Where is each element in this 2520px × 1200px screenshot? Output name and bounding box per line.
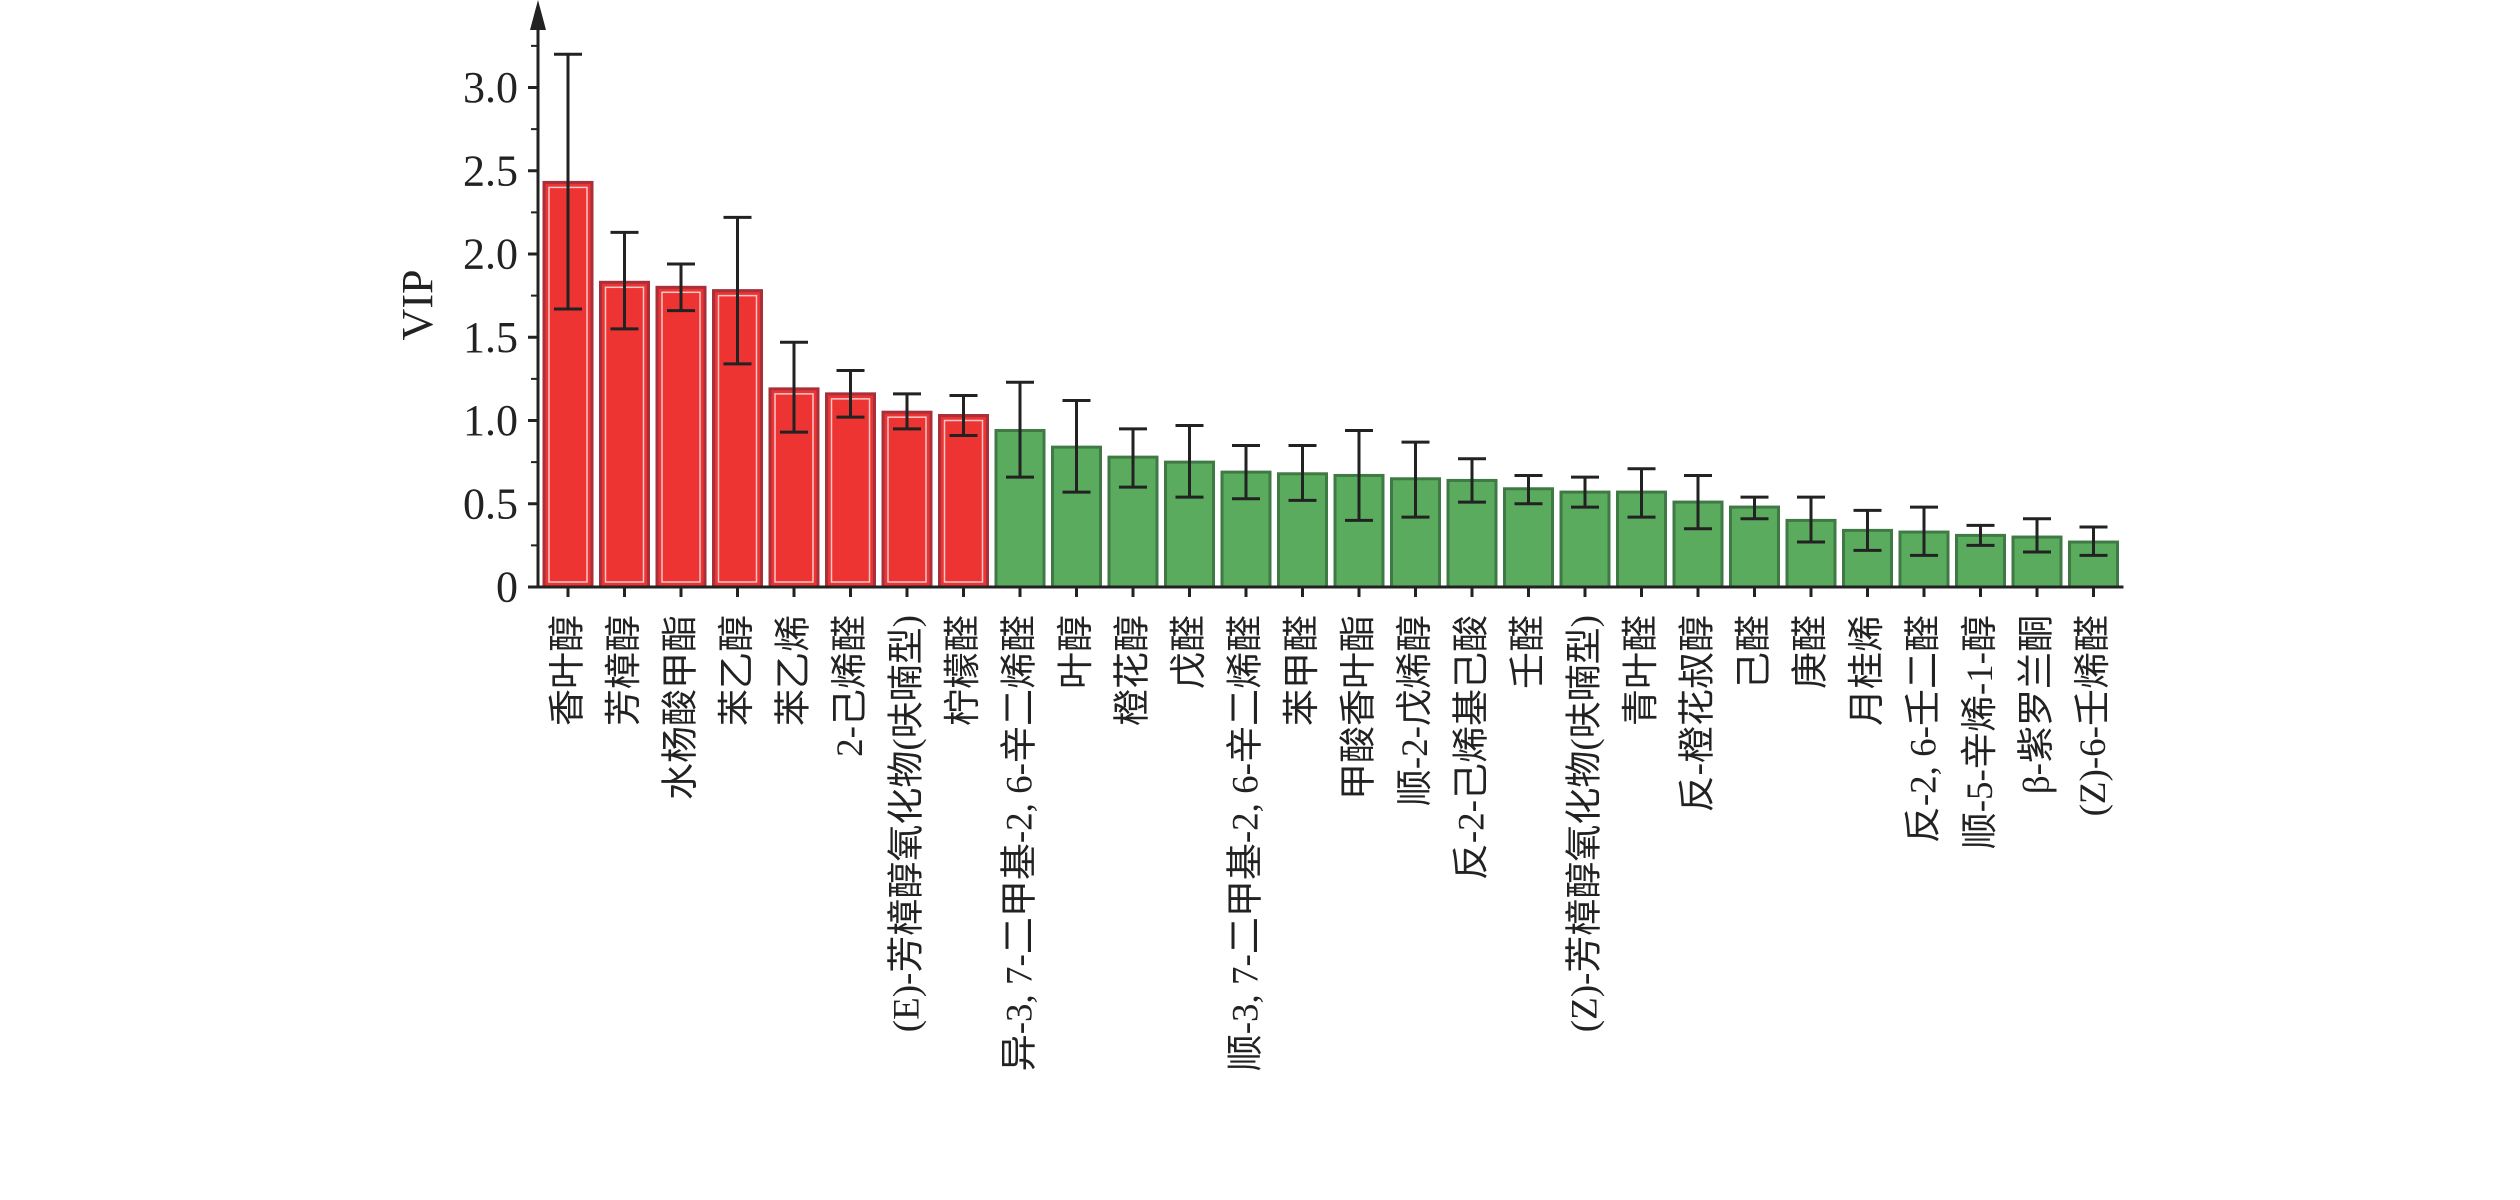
x-tick-label: 甲酸香叶酯 <box>1339 615 1380 800</box>
x-tick-label: 反-2-己烯基己酸 <box>1452 615 1493 880</box>
y-tick-label: 2.0 <box>463 230 518 279</box>
x-tick-label: 顺-3, 7-二甲基-2, 6-辛二烯醛 <box>1225 615 1267 1071</box>
bar <box>938 414 989 589</box>
x-tick-label: 芳樟醇 <box>603 615 645 726</box>
x-tick-label: 橙花醇 <box>1112 615 1154 726</box>
x-tick-label: 青叶醛 <box>1621 615 1662 726</box>
x-tick-label: 顺-5-辛烯-1-醇 <box>1959 615 2001 849</box>
x-tick-label: 苯乙烯 <box>774 615 815 726</box>
y-tick-label: 2.5 <box>463 146 518 195</box>
bar <box>881 410 933 589</box>
x-category-labels: 香叶醇 芳樟醇 水杨酸甲酯 苯乙醇 苯乙烯 2-己烯醛 (E)-芳樟醇氧化物(呋喃型) 柠檬醛… <box>547 615 2115 1071</box>
x-tick-label: 异-3, 7-二甲基-2, 6-辛二烯醛 <box>999 615 1041 1071</box>
bar <box>825 392 876 589</box>
y-tick-labels: 0 0.5 1.0 1.5 2.0 2.5 3.0 <box>463 63 518 612</box>
x-tick-label: 水杨酸甲酯 <box>661 615 702 800</box>
x-tick-label: 苯乙醇 <box>716 615 758 726</box>
x-tick-label: 月桂烯 <box>1847 615 1888 726</box>
bar <box>655 285 707 589</box>
x-tick-label: 香叶醇 <box>547 615 589 726</box>
x-tick-label: 己醛 <box>1734 615 1775 689</box>
x-tick-label: β-紫罗兰酮 <box>2017 615 2058 794</box>
x-tick-label: (Z)-芳樟醇氧化物(呋喃型) <box>1564 615 1606 1032</box>
x-tick-label: 苯甲醛 <box>1282 615 1323 726</box>
y-axis-title: VIP <box>393 270 442 341</box>
y-tick-label: 3.0 <box>463 63 518 112</box>
y-tick-label: 0.5 <box>463 479 518 528</box>
x-tick-label: 柠檬醛 <box>942 615 984 726</box>
y-axis-arrow <box>530 0 546 30</box>
error-bars-layer <box>554 52 2108 557</box>
x-tick-label: 庚醛 <box>1790 615 1832 689</box>
x-tick-label: 2-己烯醛 <box>830 615 871 757</box>
x-tick-label: (E)-芳樟醇氧化物(呋喃型) <box>886 615 928 1032</box>
x-tick-label: 戊醛 <box>1169 615 1210 689</box>
y-tick-label: 0 <box>496 563 518 612</box>
x-tick-label: (Z)-6-壬烯醛 <box>2073 615 2114 816</box>
x-tick-label: 壬醛 <box>1508 615 1549 689</box>
bars-layer <box>542 180 2119 589</box>
axes <box>528 0 2124 597</box>
x-tick-label: 顺-2-戊烯醇 <box>1394 615 1436 806</box>
x-tick-label: 反-橙花叔醇 <box>1677 615 1719 812</box>
y-tick-label: 1.0 <box>463 396 518 445</box>
x-tick-label: 反-2, 6-壬二醛 <box>1904 615 1945 843</box>
x-tick-label: 叶醇 <box>1055 615 1097 689</box>
y-tick-label: 1.5 <box>463 313 518 362</box>
